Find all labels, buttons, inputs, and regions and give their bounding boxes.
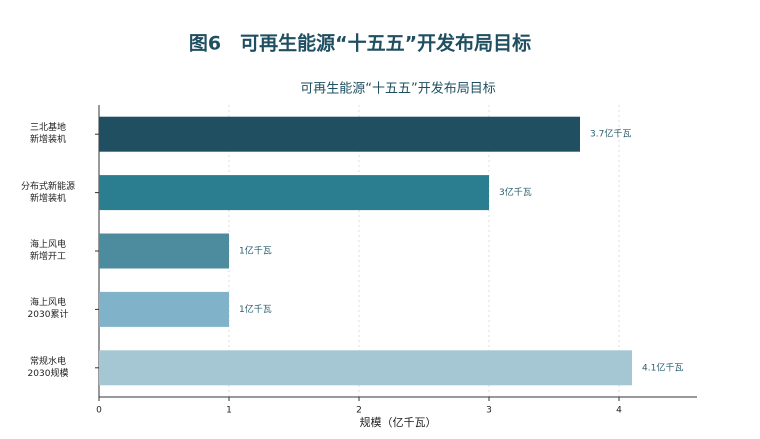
y-tick-label: 海上风电 2030累计	[27, 298, 69, 321]
bar	[99, 350, 632, 386]
value-label: 4.1亿千瓦	[642, 361, 683, 373]
bar	[99, 116, 580, 152]
bar	[99, 233, 229, 269]
x-tick-label: 0	[96, 406, 102, 416]
y-tick-label: 海上风电 新增开工	[29, 240, 66, 262]
x-tick-label: 2	[356, 406, 362, 416]
chart-title: 可再生能源“十五五”开发布局目标	[300, 81, 495, 97]
x-tick-label: 4	[616, 406, 622, 416]
value-label: 3亿千瓦	[499, 186, 532, 198]
x-axis-label: 规模（亿千瓦）	[360, 415, 437, 429]
page-heading: 图6 可再生能源“十五五”开发布局目标	[189, 32, 531, 55]
y-tick-label: 三北基地 新增装机	[29, 123, 66, 146]
x-tick-label: 3	[486, 406, 492, 416]
value-label: 1亿千瓦	[239, 303, 272, 315]
x-tick-label: 1	[226, 406, 232, 416]
bar	[99, 175, 489, 211]
value-label: 3.7亿千瓦	[590, 128, 631, 140]
y-tick-label: 常规水电 2030规模	[27, 356, 69, 379]
bar	[99, 291, 229, 327]
value-label: 1亿千瓦	[239, 245, 272, 257]
y-tick-label: 分布式新能源 新增装机	[20, 181, 75, 204]
